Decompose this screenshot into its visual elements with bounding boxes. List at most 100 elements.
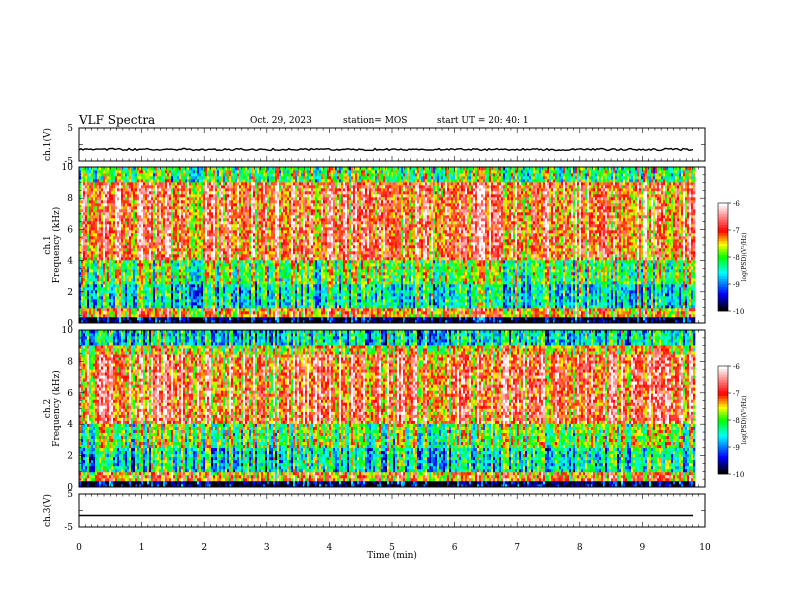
colorbar-swatch — [718, 235, 728, 239]
x-tick-label: 5 — [389, 543, 395, 553]
colorbar-swatch — [718, 463, 728, 467]
colorbar-swatch — [718, 393, 728, 396]
colorbar-swatch — [718, 371, 728, 375]
colorbar-swatch — [718, 248, 728, 252]
ch1-waveform-ylabel: ch.1(V) — [42, 128, 53, 161]
ch1-spectrogram-ytick-label: 6 — [67, 225, 73, 235]
colorbar-swatch — [718, 403, 728, 407]
colorbar-tick-label: -9 — [733, 444, 740, 452]
colorbar-label: log(PSD)(V²/Hz) — [741, 396, 748, 445]
colorbar-swatch — [718, 254, 728, 258]
colorbar-swatch — [718, 281, 728, 285]
station-label: station= MOS — [343, 116, 407, 126]
colorbar-label: log(PSD)(V²/Hz) — [741, 233, 748, 282]
colorbar-swatch — [718, 238, 728, 242]
ch2-spectrogram-ylabel: ch.2 — [43, 399, 53, 418]
ch1-waveform-ytick-label: 5 — [67, 124, 73, 134]
colorbar-swatch — [718, 409, 728, 413]
colorbar-swatch — [718, 455, 728, 459]
colorbar-swatch — [718, 208, 728, 212]
x-tick-label: 0 — [76, 543, 82, 553]
x-tick-label: 2 — [201, 543, 207, 553]
x-axis-label: Time (min) — [367, 550, 417, 561]
colorbar-swatch — [718, 300, 728, 304]
colorbar-swatch — [718, 376, 728, 380]
colorbar-swatch — [718, 406, 728, 410]
colorbar-swatch — [718, 302, 728, 306]
colorbar-swatch — [718, 219, 728, 223]
colorbar-swatch — [718, 257, 728, 260]
colorbar-swatch — [718, 213, 728, 217]
ch2-spectrogram-ytick-label: 10 — [62, 326, 74, 336]
colorbar-swatch — [718, 395, 728, 399]
ch2-spectrogram-ylabel2: Frequency (kHz) — [51, 370, 62, 447]
colorbar-swatch — [718, 292, 728, 296]
colorbar-tick-label: -8 — [733, 254, 740, 262]
colorbar-swatch — [718, 438, 728, 442]
ch2-spectrogram-heatmap — [79, 330, 696, 488]
colorbar-swatch — [718, 468, 728, 472]
colorbar-swatch — [718, 411, 728, 415]
colorbar-swatch — [718, 203, 728, 206]
colorbar-swatch — [718, 284, 728, 287]
date-label: Oct. 29, 2023 — [250, 116, 312, 126]
x-tick-label: 8 — [577, 543, 583, 553]
colorbar-swatch — [718, 460, 728, 464]
ch2-spectrogram-ytick-label: 0 — [67, 483, 73, 493]
colorbar-swatch — [718, 205, 728, 209]
ch2-spectrogram-ytick-label: 4 — [67, 420, 73, 430]
colorbar-swatch — [718, 289, 728, 293]
ch1-waveform-trace — [78, 147, 694, 152]
ch3-waveform-ylabel: ch.3(V) — [42, 494, 53, 527]
colorbar-swatch — [718, 428, 728, 432]
colorbar-swatch — [718, 387, 728, 391]
colorbar-swatch — [718, 273, 728, 277]
colorbar-swatch — [718, 286, 728, 290]
ch1-spectrogram-heatmap — [79, 167, 696, 324]
colorbar-swatch — [718, 275, 728, 279]
colorbar-swatch — [718, 471, 728, 475]
ch1-spectrogram-ytick-label: 10 — [62, 163, 74, 173]
colorbar-swatch — [718, 368, 728, 372]
colorbar-swatch — [718, 465, 728, 469]
colorbar-tick-label: -8 — [733, 417, 740, 425]
ch1-spectrogram-ytick-label: 4 — [67, 257, 73, 267]
colorbar-swatch — [718, 425, 728, 429]
chart-title: VLF Spectra — [79, 113, 155, 127]
colorbar-swatch — [718, 447, 728, 450]
colorbar-swatch — [718, 308, 728, 312]
x-tick-label: 1 — [139, 543, 145, 553]
colorbar-swatch — [718, 211, 728, 215]
colorbar-tick-label: -9 — [733, 281, 740, 289]
colorbar-swatch — [718, 398, 728, 402]
colorbar-swatch — [718, 246, 728, 250]
colorbar-swatch — [718, 433, 728, 437]
colorbar-swatch — [718, 366, 728, 369]
colorbar-swatch — [718, 452, 728, 456]
colorbar-swatch — [718, 240, 728, 244]
colorbar-swatch — [718, 390, 728, 394]
ch1-spectrogram-ytick-label: 8 — [67, 194, 73, 204]
colorbar-swatch — [718, 374, 728, 378]
x-tick-label: 6 — [452, 543, 458, 553]
x-tick-label: 3 — [264, 543, 270, 553]
colorbar-swatch — [718, 294, 728, 298]
colorbar-swatch — [718, 232, 728, 236]
colorbar-swatch — [718, 267, 728, 271]
colorbar-swatch — [718, 422, 728, 426]
x-tick-label: 7 — [514, 543, 520, 553]
ch2-spectrogram-ytick-label: 2 — [67, 452, 73, 462]
colorbar-swatch — [718, 441, 728, 445]
colorbar-swatch — [718, 382, 728, 386]
colorbar-swatch — [718, 430, 728, 434]
colorbar-tick-label: -10 — [733, 308, 744, 316]
colorbar-swatch — [718, 379, 728, 383]
ch1-spectrogram-ylabel2: Frequency (kHz) — [51, 207, 62, 284]
ch1-spectrogram-ytick-label: 2 — [67, 288, 73, 298]
colorbar-swatch — [718, 401, 728, 405]
colorbar-swatch — [718, 305, 728, 309]
colorbar-swatch — [718, 243, 728, 247]
colorbar-swatch — [718, 414, 728, 418]
colorbar-swatch — [718, 417, 728, 421]
ch3-waveform-ytick-label: -5 — [64, 523, 73, 533]
